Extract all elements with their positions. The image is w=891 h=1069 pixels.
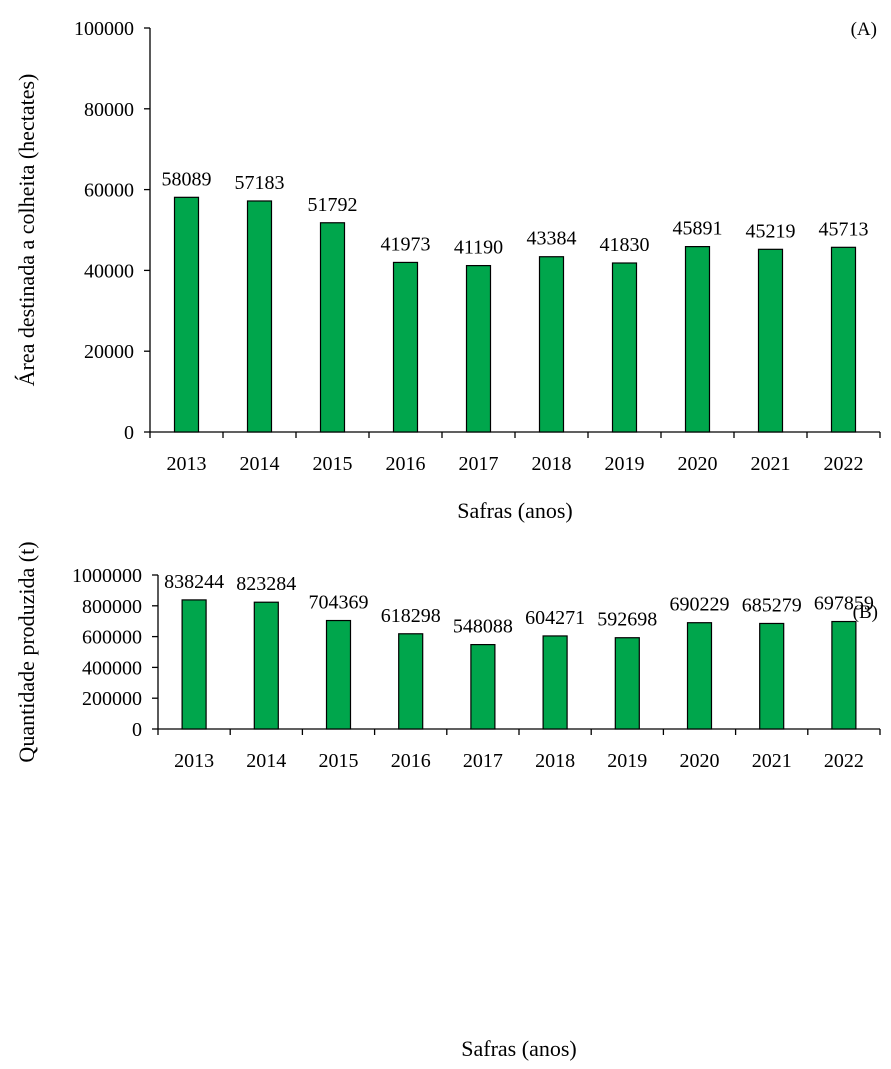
x-tick-label: 2017 xyxy=(463,750,503,772)
data-label: 697859 xyxy=(814,593,874,615)
data-label: 41190 xyxy=(454,237,503,259)
x-tick-label: 2019 xyxy=(607,750,647,772)
y-tick-label: 0 xyxy=(124,422,134,444)
x-tick-label: 2020 xyxy=(678,453,718,475)
y-tick-label: 60000 xyxy=(84,180,134,202)
x-tick-label: 2013 xyxy=(174,750,214,772)
y-tick-label: 20000 xyxy=(84,341,134,363)
data-label: 45219 xyxy=(746,220,796,242)
data-label: 45713 xyxy=(819,218,869,240)
data-label: 41830 xyxy=(600,234,650,256)
x-tick-label: 2017 xyxy=(459,453,499,475)
x-tick-label: 2015 xyxy=(313,453,353,475)
x-tick-label: 2015 xyxy=(319,750,359,772)
data-label: 690229 xyxy=(670,594,730,616)
bar-2016 xyxy=(398,633,424,730)
y-tick-label: 600000 xyxy=(82,627,142,649)
data-label: 43384 xyxy=(527,228,577,250)
x-tick-label: 2022 xyxy=(824,750,864,772)
y-tick-label: 0 xyxy=(132,719,142,741)
y-axis-label: Quantidade produzida (t) xyxy=(14,541,39,762)
y-tick-label: 40000 xyxy=(84,260,134,282)
bar-2020 xyxy=(686,622,713,730)
panel-label: (A) xyxy=(851,19,877,40)
data-label: 704369 xyxy=(309,592,369,614)
x-axis-label: Safras (anos) xyxy=(461,1036,576,1061)
bar-2021 xyxy=(757,248,784,433)
x-tick-label: 2021 xyxy=(751,453,791,475)
data-label: 51792 xyxy=(308,194,358,216)
chart-b: 0 200000 400000 600000 800000 1000000 838244 20… xyxy=(14,541,881,1061)
bar-2018 xyxy=(542,635,568,730)
x-tick-label: 2022 xyxy=(824,453,864,475)
bar-2015 xyxy=(325,619,352,730)
bar-2014 xyxy=(253,601,279,730)
x-axis-label: Safras (anos) xyxy=(457,498,572,523)
bar-2020 xyxy=(684,246,711,433)
data-label: 838244 xyxy=(164,571,224,593)
data-label: 41973 xyxy=(381,233,431,255)
y-tick-label: 800000 xyxy=(82,596,142,618)
bar-2022 xyxy=(831,620,857,730)
bar-2018 xyxy=(538,256,565,433)
y-tick-label: 100000 xyxy=(74,18,134,40)
bar-2015 xyxy=(319,222,346,433)
data-label: 592698 xyxy=(597,609,657,631)
y-axis-label: Área destinada a colheita (hectates) xyxy=(14,74,39,387)
data-label: 823284 xyxy=(236,573,296,595)
bar-2017 xyxy=(465,264,492,433)
y-tick-label: 80000 xyxy=(84,99,134,121)
x-tick-label: 2018 xyxy=(532,453,572,475)
bar-2016 xyxy=(392,261,419,433)
data-label: 685279 xyxy=(742,594,802,616)
data-label: 618298 xyxy=(381,605,441,627)
data-label: 57183 xyxy=(235,172,285,194)
bar-2019 xyxy=(611,262,638,433)
chart-a: 0 20000 40000 60000 80000 100000 58089 2013 5718… xyxy=(14,18,881,523)
data-label: 45891 xyxy=(673,218,723,240)
x-tick-label: 2020 xyxy=(680,750,720,772)
data-label: 548088 xyxy=(453,616,513,638)
x-tick-label: 2021 xyxy=(752,750,792,772)
x-tick-label: 2018 xyxy=(535,750,575,772)
x-tick-label: 2014 xyxy=(240,453,280,475)
bar-2013 xyxy=(173,196,200,433)
bar-2022 xyxy=(830,246,857,433)
x-tick-label: 2016 xyxy=(391,750,431,772)
panel-label: (B) xyxy=(853,602,878,623)
y-tick-label: 400000 xyxy=(82,657,142,679)
x-tick-label: 2016 xyxy=(386,453,426,475)
bar-2014 xyxy=(246,200,273,433)
bar-2013 xyxy=(181,599,207,730)
x-tick-label: 2019 xyxy=(605,453,645,475)
y-tick-label: 1000000 xyxy=(72,565,142,587)
bar-2021 xyxy=(759,622,785,730)
bar-2019 xyxy=(614,637,640,730)
y-tick-label: 200000 xyxy=(82,688,142,710)
data-label: 604271 xyxy=(525,607,585,629)
bar-2017 xyxy=(470,643,496,730)
data-label: 58089 xyxy=(162,168,212,190)
x-tick-label: 2013 xyxy=(167,453,207,475)
x-tick-label: 2014 xyxy=(246,750,286,772)
